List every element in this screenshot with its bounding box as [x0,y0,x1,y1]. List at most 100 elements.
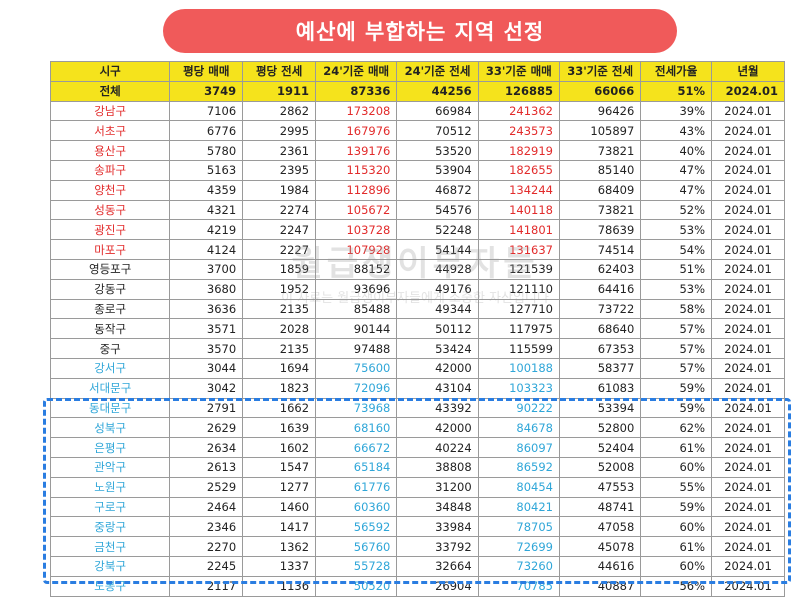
table-cell: 67353 [558,338,642,359]
column-header: 33'기준 전세 [558,61,642,82]
column-header: 24'기준 전세 [396,61,479,82]
table-cell: 33984 [396,516,479,538]
table-cell: 2024.01 [711,437,785,458]
table-cell: 43% [640,120,713,142]
table-cell: 57% [640,318,713,340]
table-cell: 1694 [242,357,317,379]
table-cell: 2862 [242,100,317,122]
table-cell: 59% [640,377,713,399]
total-cell: 87336 [315,80,398,102]
table-cell: 173208 [315,100,398,122]
district-name: 강동구 [49,278,171,300]
table-cell: 182919 [477,140,560,161]
table-cell: 42000 [396,417,479,439]
district-name: 영등포구 [49,258,171,280]
table-cell: 2227 [242,239,317,260]
table-cell: 58% [640,298,713,320]
table-cell: 80421 [477,496,560,518]
column-header: 평당 전세 [242,61,317,82]
table-cell: 2024.01 [711,476,785,498]
table-cell: 3570 [169,338,244,359]
table-cell: 44616 [558,555,642,577]
column-header: 전세가율 [640,61,713,82]
total-cell: 51% [640,80,713,102]
budget-region-table: 시구 평당 매매 평당 전세 24'기준 매매 24'기준 전세 33'기준 매매 33'기… [49,61,785,597]
table-cell: 1460 [242,496,317,518]
column-header: 33'기준 매매 [477,61,560,82]
table-cell: 40224 [396,437,479,458]
table-cell: 50520 [315,575,398,597]
table-cell: 4219 [169,219,244,241]
table-cell: 62% [640,417,713,439]
district-name: 중랑구 [49,516,171,538]
table-cell: 40887 [558,575,642,597]
table-cell: 46872 [396,179,479,201]
district-name: 강남구 [49,100,171,122]
district-name: 성북구 [49,417,171,439]
table-cell: 2995 [242,120,317,142]
district-name: 마포구 [49,239,171,260]
table-cell: 73260 [477,555,560,577]
table-row: 용산구 5780 2361 139176 53520 182919 73821 40% 2024… [49,140,785,161]
table-cell: 2024.01 [711,120,785,142]
table-cell: 115320 [315,159,398,181]
table-cell: 73722 [558,298,642,320]
table-row: 관악구 2613 1547 65184 38808 86592 52008 60% 2024.0… [49,456,785,478]
table-cell: 117975 [477,318,560,340]
table-cell: 2270 [169,536,244,557]
table-cell: 167976 [315,120,398,142]
table-cell: 84678 [477,417,560,439]
table-cell: 62403 [558,258,642,280]
table-cell: 58377 [558,357,642,379]
district-name: 종로구 [49,298,171,320]
page-title: 예산에 부합하는 지역 선정 [163,9,677,53]
table-cell: 78705 [477,516,560,538]
table-cell: 140118 [477,199,560,221]
table-cell: 43392 [396,397,479,419]
table-cell: 42000 [396,357,479,379]
table-cell: 2346 [169,516,244,538]
table-cell: 2024.01 [711,496,785,518]
table-cell: 53394 [558,397,642,419]
table-cell: 72096 [315,377,398,399]
table-cell: 59% [640,397,713,419]
table-cell: 2028 [242,318,317,340]
table-cell: 61% [640,536,713,557]
table-cell: 44928 [396,258,479,280]
table-cell: 56760 [315,536,398,557]
table-row: 양천구 4359 1984 112896 46872 134244 68409 47% 2024… [49,179,785,201]
table-cell: 1639 [242,417,317,439]
district-name: 노원구 [49,476,171,498]
table-cell: 32664 [396,555,479,577]
table-cell: 90144 [315,318,398,340]
table-cell: 73821 [558,140,642,161]
district-name: 동대문구 [49,397,171,419]
table-cell: 53424 [396,338,479,359]
table-cell: 1602 [242,437,317,458]
table-cell: 2024.01 [711,357,785,379]
table-header-row: 시구 평당 매매 평당 전세 24'기준 매매 24'기준 전세 33'기준 매매 33'기… [49,61,785,82]
table-cell: 57% [640,338,713,359]
table-cell: 1547 [242,456,317,478]
table-cell: 73821 [558,199,642,221]
column-header: 년월 [711,61,785,82]
table-cell: 47% [640,179,713,201]
table-cell: 97488 [315,338,398,359]
table-cell: 88152 [315,258,398,280]
table-cell: 2024.01 [711,258,785,280]
table-row: 강서구 3044 1694 75600 42000 100188 58377 57% 2024.… [49,357,785,379]
table-cell: 70512 [396,120,479,142]
table-cell: 80454 [477,476,560,498]
table-cell: 1136 [242,575,317,597]
total-cell: 126885 [477,80,560,102]
table-cell: 50112 [396,318,479,340]
table-row: 동작구 3571 2028 90144 50112 117975 68640 57% 2024.… [49,318,785,340]
table-row: 강북구 2245 1337 55728 32664 73260 44616 60% 2024.0… [49,555,785,577]
district-name: 도봉구 [49,575,171,597]
table-cell: 55% [640,476,713,498]
table-cell: 1984 [242,179,317,201]
table-cell: 2245 [169,555,244,577]
table-cell: 54% [640,239,713,260]
table-cell: 1417 [242,516,317,538]
table-cell: 53904 [396,159,479,181]
